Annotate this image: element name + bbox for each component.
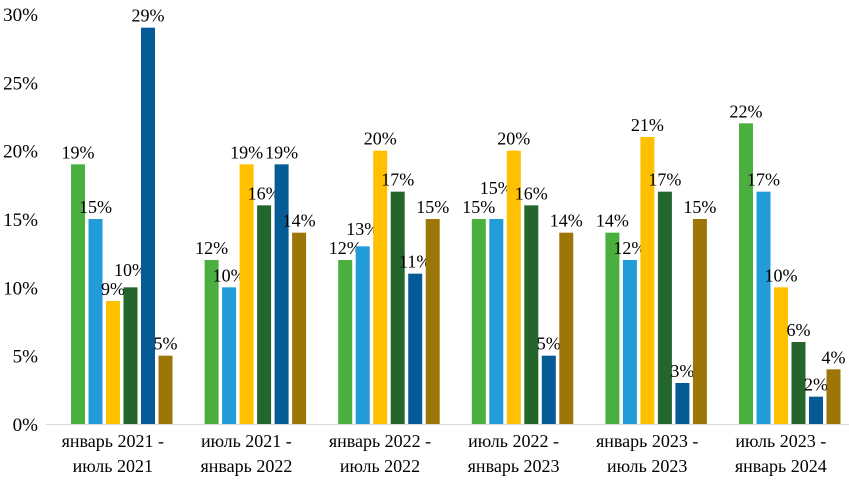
bar-series-3 xyxy=(106,301,120,424)
bar-series-4 xyxy=(524,205,539,424)
y-tick-label: 10% xyxy=(3,278,38,299)
bar-series-1 xyxy=(338,260,353,424)
y-tick-label: 15% xyxy=(3,210,38,231)
bar-series-1 xyxy=(739,123,753,424)
data-label: 16% xyxy=(515,183,548,203)
data-label: 16% xyxy=(248,183,281,203)
x-category-label: январь 2021 - xyxy=(62,431,164,451)
bar-series-3 xyxy=(640,137,655,424)
x-category-label: январь 2023 - xyxy=(596,431,698,451)
data-label: 14% xyxy=(283,211,316,231)
data-label: 14% xyxy=(596,211,629,231)
bar-series-4 xyxy=(123,287,138,424)
x-category-label: июль 2022 - xyxy=(468,431,559,451)
data-label: 19% xyxy=(62,142,95,162)
data-label: 15% xyxy=(462,197,495,217)
data-label: 10% xyxy=(114,260,147,280)
x-category-label: январь 2022 - xyxy=(329,431,431,451)
bar-series-6 xyxy=(559,232,574,424)
data-label: 29% xyxy=(132,6,165,26)
data-label: 11% xyxy=(399,252,431,272)
x-category-label: январь 2022 xyxy=(200,456,292,476)
x-category-label: июль 2022 xyxy=(340,456,420,476)
x-category-label: июль 2021 xyxy=(73,456,153,476)
data-label: 13% xyxy=(346,219,379,239)
y-tick-label: 0% xyxy=(13,415,39,436)
data-label: 15% xyxy=(416,197,449,217)
bar-series-2 xyxy=(622,260,637,424)
x-category-label: январь 2023 xyxy=(468,456,560,476)
x-category-label: январь 2024 xyxy=(735,456,827,476)
data-label: 15% xyxy=(480,178,513,198)
data-label: 5% xyxy=(154,334,178,354)
bar-series-2 xyxy=(355,246,370,424)
bar-series-3 xyxy=(774,287,788,424)
data-label: 9% xyxy=(101,279,125,299)
bar-series-5 xyxy=(541,355,556,424)
data-label: 20% xyxy=(364,129,397,149)
x-category-label: июль 2023 - xyxy=(735,431,826,451)
data-label: 12% xyxy=(613,238,646,258)
bar-series-4 xyxy=(257,205,272,424)
bar-series-6 xyxy=(425,219,440,424)
bar-series-3 xyxy=(373,150,388,424)
bar-series-1 xyxy=(471,219,486,424)
bar-series-2 xyxy=(489,219,504,424)
bar-series-4 xyxy=(390,191,405,424)
data-label: 2% xyxy=(804,375,828,395)
y-tick-label: 25% xyxy=(3,73,38,94)
bar-series-6 xyxy=(692,219,707,424)
bar-series-1 xyxy=(204,260,219,424)
y-tick-label: 20% xyxy=(3,142,38,163)
data-label: 10% xyxy=(765,265,798,285)
data-label: 20% xyxy=(497,129,530,149)
x-category-label: июль 2021 - xyxy=(201,431,292,451)
data-label: 21% xyxy=(631,115,664,135)
data-label: 4% xyxy=(822,347,846,367)
data-label: 15% xyxy=(79,197,112,217)
bar-series-5 xyxy=(809,396,823,424)
y-tick-label: 5% xyxy=(13,347,39,368)
data-label: 12% xyxy=(329,238,362,258)
data-label: 19% xyxy=(265,142,298,162)
data-label: 19% xyxy=(230,142,263,162)
bar-series-2 xyxy=(88,219,103,424)
data-label: 3% xyxy=(670,361,694,381)
data-label: 12% xyxy=(195,238,228,258)
bar-series-3 xyxy=(239,164,254,425)
bar-series-4 xyxy=(791,342,806,424)
bar-series-3 xyxy=(506,150,521,424)
bar-series-5 xyxy=(675,383,690,424)
bar-series-6 xyxy=(292,232,307,424)
data-label: 14% xyxy=(550,211,583,231)
data-label: 22% xyxy=(730,101,763,121)
y-tick-label: 30% xyxy=(3,5,38,26)
bar-series-5 xyxy=(274,164,289,425)
bar-series-4 xyxy=(657,191,672,424)
data-label: 10% xyxy=(213,265,246,285)
data-label: 5% xyxy=(537,334,561,354)
bar-series-1 xyxy=(605,232,620,424)
bar-series-2 xyxy=(222,287,237,424)
data-label: 6% xyxy=(787,320,811,340)
bar-series-6 xyxy=(826,369,841,424)
data-label: 17% xyxy=(648,170,681,190)
data-label: 17% xyxy=(381,170,414,190)
bar-series-2 xyxy=(756,191,771,424)
data-label: 15% xyxy=(683,197,716,217)
data-label: 17% xyxy=(747,170,780,190)
x-category-label: июль 2023 xyxy=(607,456,687,476)
bar-series-5 xyxy=(141,27,155,425)
bar-series-6 xyxy=(158,355,173,424)
bar-series-5 xyxy=(408,273,423,424)
bar-series-1 xyxy=(71,164,85,425)
